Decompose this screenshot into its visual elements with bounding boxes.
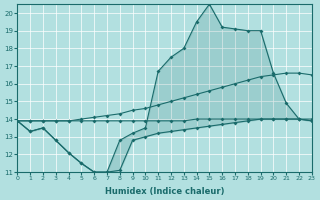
X-axis label: Humidex (Indice chaleur): Humidex (Indice chaleur) bbox=[105, 187, 224, 196]
